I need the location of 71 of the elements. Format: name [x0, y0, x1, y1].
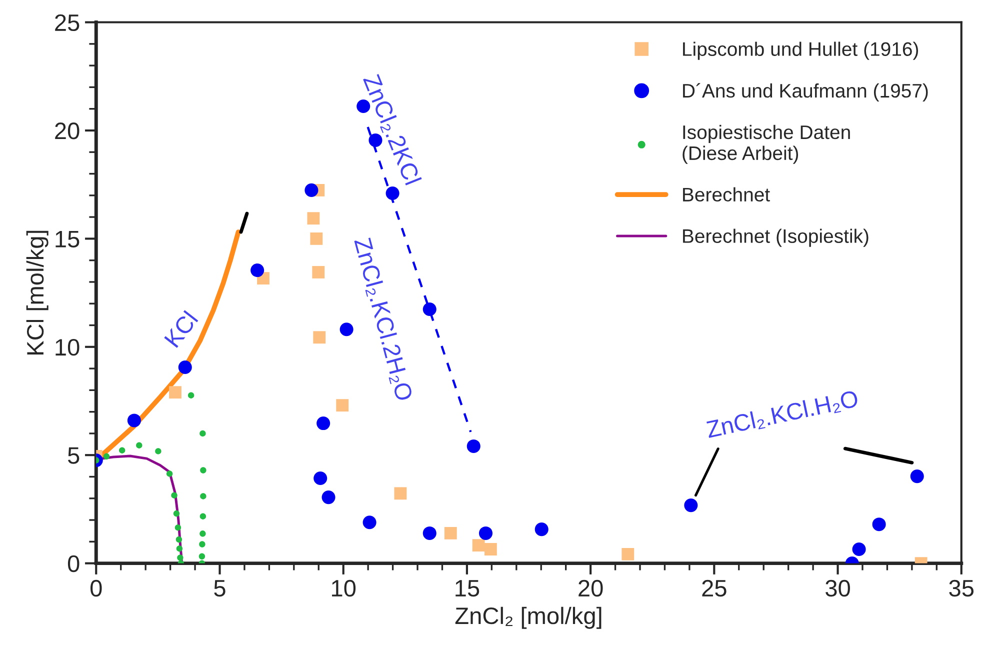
point — [188, 392, 194, 398]
x-tick-label: 35 — [949, 580, 974, 597]
point — [304, 183, 318, 197]
point — [466, 439, 480, 453]
point — [199, 541, 206, 548]
x-tick-label: 15 — [456, 580, 480, 597]
legend-label: Berechnet (Isopiestik) — [683, 228, 868, 247]
point — [174, 524, 182, 531]
x-tick-label: 10 — [332, 580, 356, 597]
point — [313, 331, 326, 344]
point — [307, 212, 320, 225]
annotation: KCl — [163, 310, 198, 348]
y-tick-label: 15 — [56, 230, 80, 248]
point — [422, 526, 436, 540]
point — [178, 360, 192, 374]
point — [872, 518, 886, 532]
y-tick-label: 0 — [68, 555, 80, 572]
point — [314, 471, 328, 486]
x-tick-label: 0 — [90, 580, 102, 597]
point — [340, 322, 354, 336]
point — [118, 447, 126, 454]
x-tick-label: 5 — [214, 580, 226, 597]
point — [386, 186, 400, 200]
point — [316, 416, 330, 430]
point — [310, 232, 323, 245]
point — [200, 513, 206, 520]
point — [171, 492, 178, 498]
y-tick-label: 20 — [55, 122, 80, 140]
point — [200, 493, 206, 500]
point — [176, 536, 182, 543]
point — [200, 430, 206, 437]
legend-label: Isopiestische Daten (Diese Arbeit) — [682, 124, 850, 164]
point — [103, 453, 110, 460]
legend-label: Berechnet — [683, 187, 770, 202]
point — [444, 527, 457, 540]
point — [362, 516, 376, 530]
point — [155, 448, 162, 454]
point — [312, 266, 325, 278]
point — [166, 470, 173, 477]
legend-label: D´Ans und Kaufmann (1957) — [683, 83, 928, 102]
y-tick-label: 10 — [56, 338, 80, 356]
point — [177, 554, 184, 561]
point — [200, 530, 206, 537]
point — [200, 467, 206, 474]
legend-label: Lipscomb und Hullet (1916) — [683, 42, 918, 60]
point — [422, 302, 436, 316]
point — [394, 487, 407, 500]
point — [173, 510, 180, 517]
point — [322, 490, 336, 504]
x-tick-label: 20 — [578, 580, 603, 597]
point — [852, 542, 866, 556]
point — [478, 526, 493, 540]
y-tick-label: 25 — [55, 14, 80, 32]
y-tick-label: 5 — [68, 447, 80, 464]
point — [127, 414, 141, 428]
point — [336, 399, 349, 412]
point — [910, 470, 924, 484]
point — [484, 543, 497, 556]
point — [534, 522, 548, 536]
point — [136, 442, 142, 448]
point — [472, 539, 485, 552]
point — [198, 553, 206, 560]
y-axis-title: KCl [mol/kg] — [26, 230, 48, 354]
x-axis-title: ZnCl₂ [mol/kg] — [455, 606, 602, 629]
point — [684, 498, 698, 512]
point — [622, 548, 634, 560]
point — [176, 545, 183, 552]
x-tick-label: 25 — [702, 580, 726, 597]
x-tick-label: 30 — [826, 580, 850, 597]
point — [169, 386, 182, 399]
point — [250, 264, 264, 278]
